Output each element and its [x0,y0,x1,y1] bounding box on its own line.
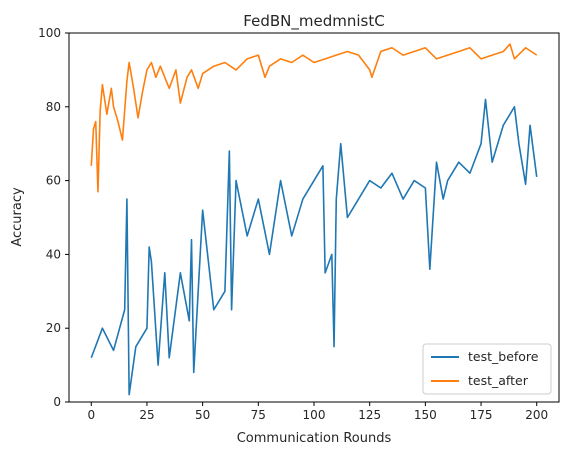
x-tick-label: 100 [303,408,326,422]
series-line-test-before [90,98,538,396]
chart-title: FedBN_medmnistC [243,12,384,31]
legend: test_before test_after [422,343,552,395]
x-tick-label: 25 [139,408,154,422]
x-tick-label: 125 [358,408,381,422]
x-tick-label: 0 [87,408,95,422]
y-tick-label: 80 [46,100,61,114]
plot-area [90,43,538,396]
y-axis: 0 20 40 60 80 100 [38,26,69,409]
x-axis-title: Communication Rounds [237,431,392,446]
x-tick-label: 75 [251,408,266,422]
legend-label-test-after: test_after [468,373,529,388]
x-axis: 0 25 50 75 100 125 150 175 200 [87,402,548,422]
y-tick-label: 0 [53,395,61,409]
y-tick-label: 60 [46,174,61,188]
legend-label-test-before: test_before [468,349,539,364]
x-tick-label: 175 [470,408,493,422]
y-tick-label: 100 [38,26,61,40]
x-tick-label: 150 [414,408,437,422]
x-tick-label: 50 [195,408,210,422]
y-axis-title: Accuracy [10,187,25,247]
y-tick-label: 20 [46,321,61,335]
y-tick-label: 40 [46,247,61,261]
series-line-test-after [90,43,538,193]
x-tick-label: 200 [525,408,548,422]
